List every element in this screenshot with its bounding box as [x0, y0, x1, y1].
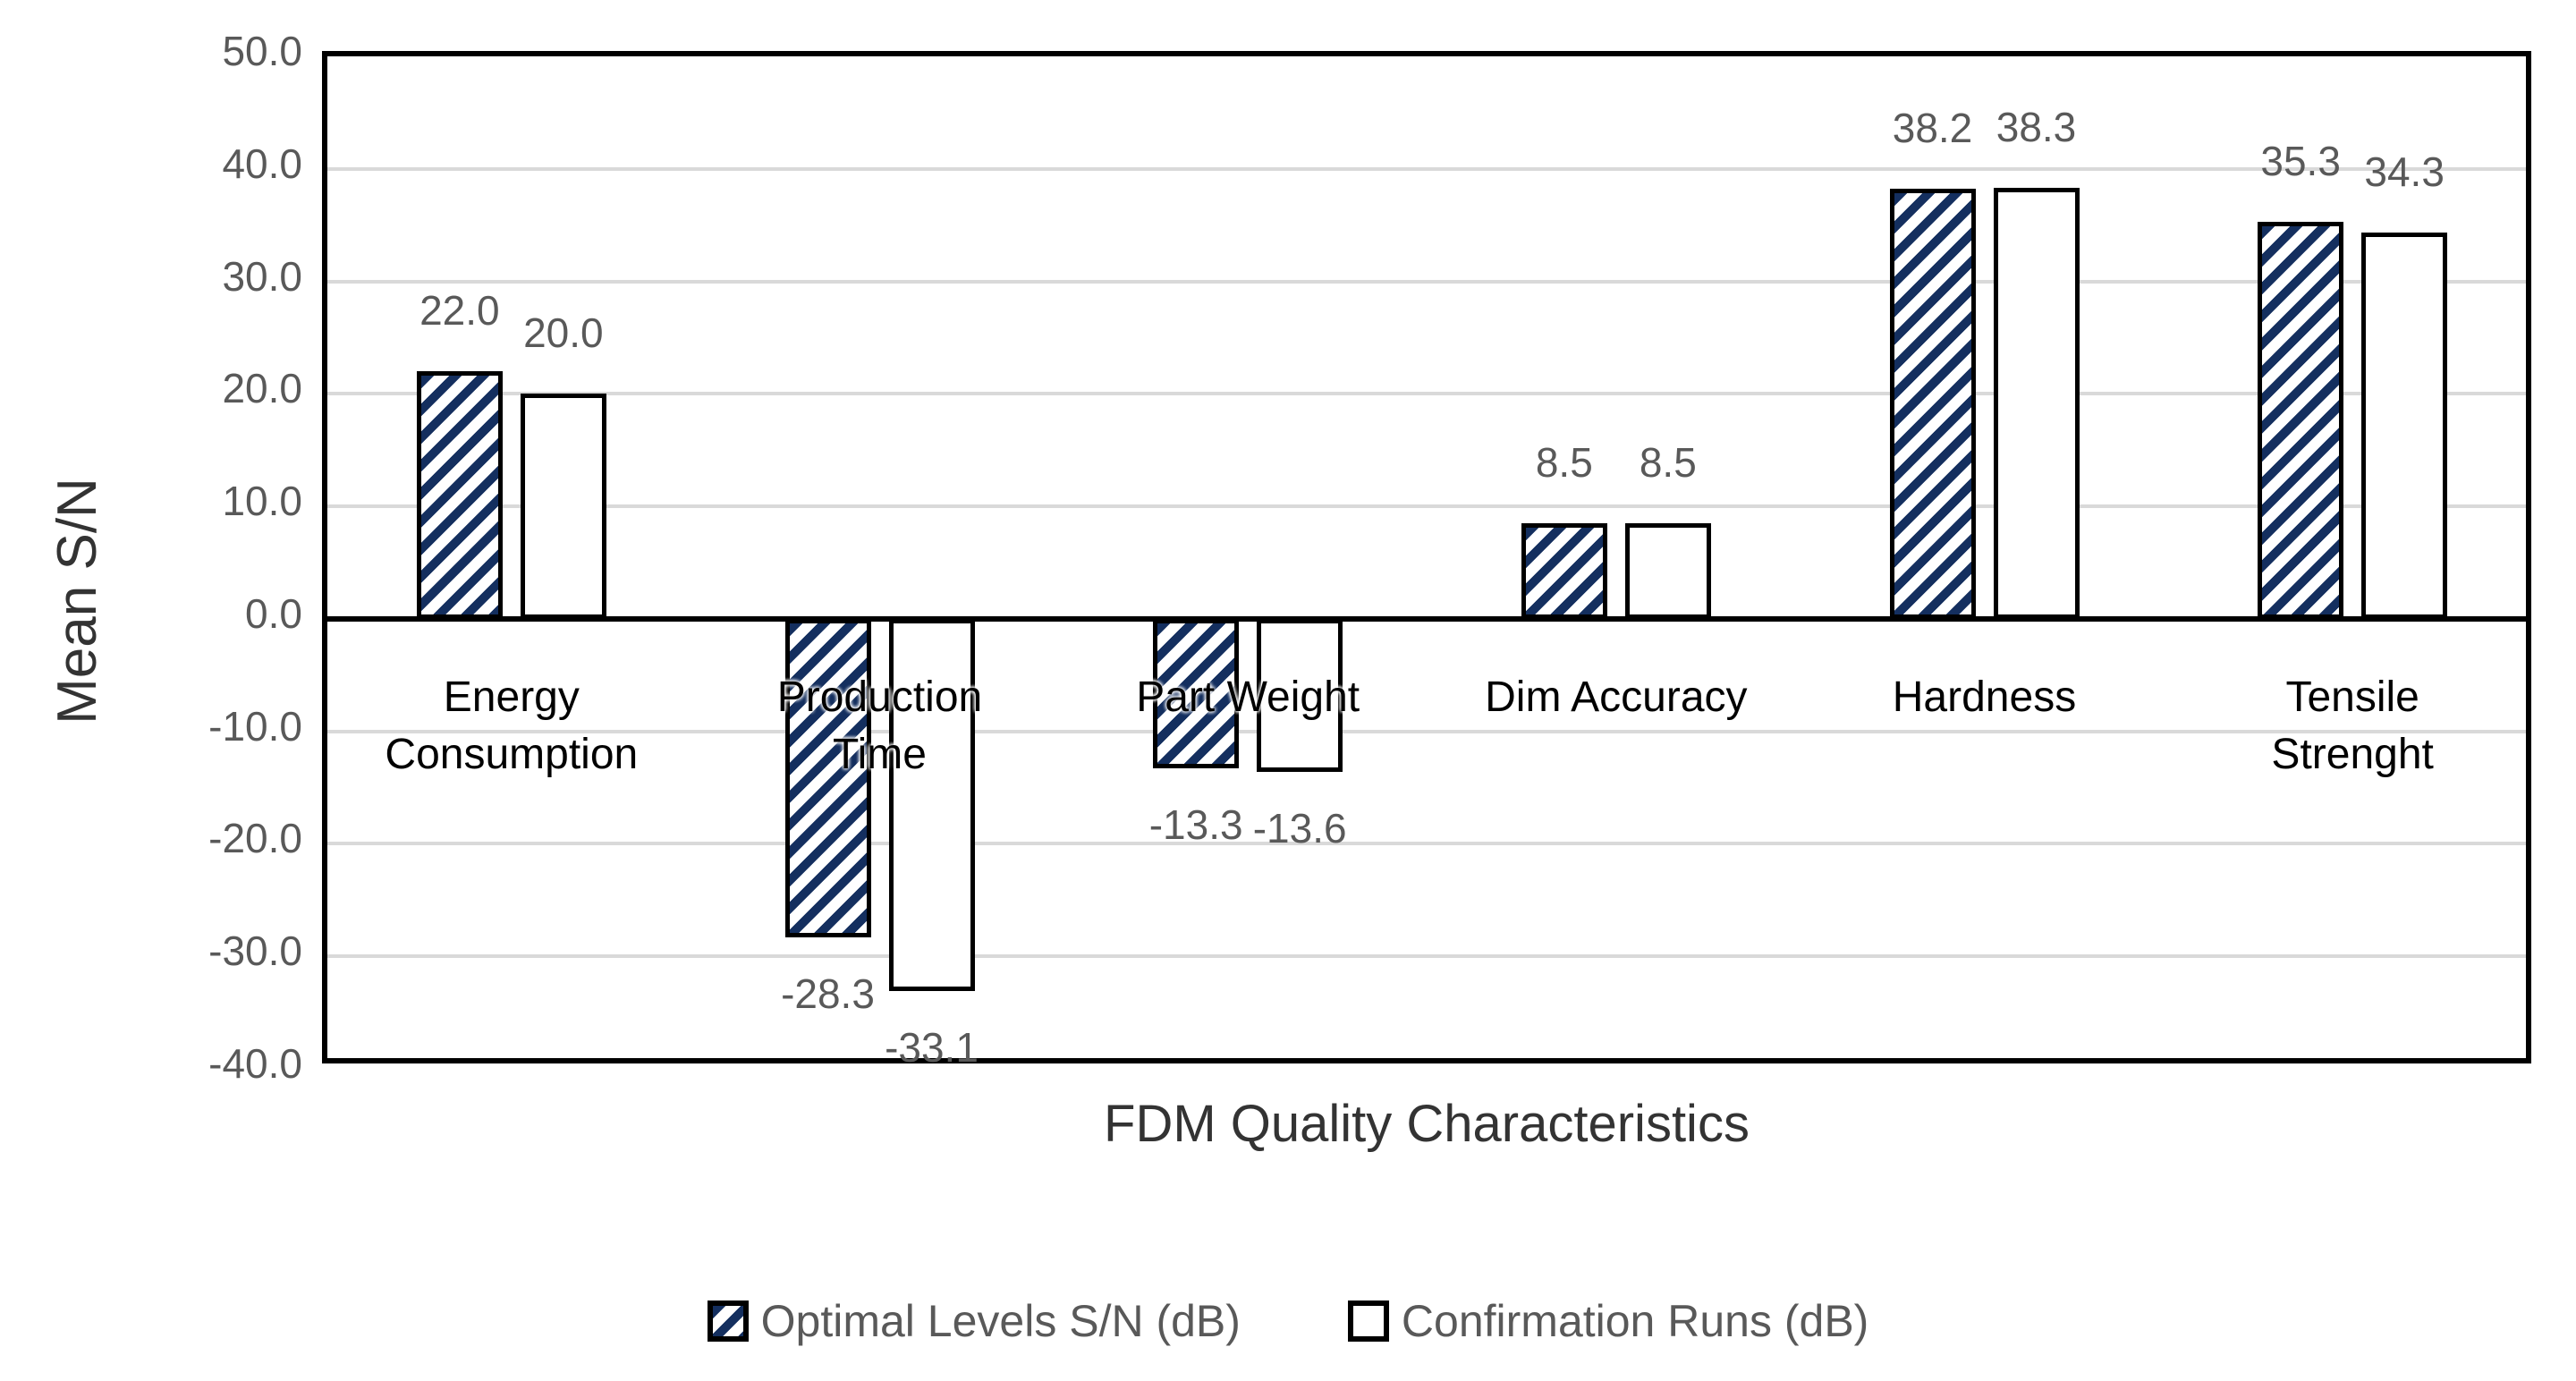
value-label: 8.5 — [1535, 438, 1593, 486]
bar — [416, 371, 503, 619]
plot-area: Energy Consumption 22.0 20.0 Production Tim… — [322, 51, 2531, 1068]
value-label: -28.3 — [781, 970, 875, 1017]
legend-label: Optimal Levels S/N (dB) — [760, 1296, 1241, 1346]
y-tick-label: 30.0 — [222, 252, 302, 300]
gridline — [327, 504, 2526, 509]
value-label: -33.1 — [885, 1024, 979, 1072]
bar — [1889, 189, 1976, 619]
legend-item: Optimal Levels S/N (dB) — [707, 1295, 1241, 1347]
value-label: -13.3 — [1148, 801, 1243, 849]
gridline — [327, 392, 2526, 396]
value-label: 8.5 — [1639, 438, 1697, 486]
bar — [1153, 618, 1240, 769]
value-label: 22.0 — [419, 287, 500, 335]
category-label: Hardness — [1892, 673, 2077, 721]
value-label: 34.3 — [2364, 148, 2445, 196]
y-tick-label: 40.0 — [222, 140, 302, 187]
x-axis-zero-line — [327, 615, 2526, 622]
y-axis-title: Mean S/N — [47, 478, 108, 724]
bar — [2361, 233, 2448, 619]
category-label: Production Time — [776, 673, 983, 778]
bar — [1624, 522, 1711, 619]
bar — [2258, 221, 2344, 619]
bar — [520, 394, 606, 619]
category-label: Tensile Strenght — [2271, 673, 2434, 778]
legend-label: Confirmation Runs (dB) — [1401, 1296, 1869, 1346]
y-tick-label: 0.0 — [245, 589, 302, 637]
value-label: 35.3 — [2260, 137, 2341, 184]
category-label: Dim Accuracy — [1485, 673, 1748, 721]
bar — [1993, 188, 2080, 619]
value-label: -13.6 — [1252, 804, 1347, 851]
gridline — [327, 842, 2526, 846]
y-tick-label: -10.0 — [208, 702, 302, 750]
gridline — [327, 729, 2526, 733]
category-label: Energy Consumption — [385, 673, 639, 778]
y-tick-label: -20.0 — [208, 815, 302, 862]
legend-swatch — [707, 1301, 749, 1342]
gridline — [327, 954, 2526, 959]
legend-swatch — [1347, 1301, 1389, 1342]
x-axis-title: FDM Quality Characteristics — [1104, 1095, 1750, 1153]
value-label: 38.3 — [1996, 104, 2077, 151]
gridline — [327, 279, 2526, 284]
y-tick-label: 10.0 — [222, 478, 302, 525]
y-tick-label: 20.0 — [222, 365, 302, 412]
bar — [1257, 618, 1343, 772]
category-label: Part Weight — [1136, 673, 1360, 721]
legend-item: Confirmation Runs (dB) — [1347, 1295, 1869, 1347]
value-label: 20.0 — [523, 309, 604, 357]
y-tick-label: -30.0 — [208, 928, 302, 975]
gridline — [327, 166, 2526, 171]
legend: Optimal Levels S/N (dB) Confirmation Runs… — [0, 1281, 2576, 1361]
value-label: 38.2 — [1892, 105, 1973, 152]
bar — [1521, 522, 1607, 619]
y-tick-label: 50.0 — [222, 28, 302, 74]
y-tick-label: -40.0 — [208, 1040, 302, 1087]
bar — [784, 618, 871, 937]
